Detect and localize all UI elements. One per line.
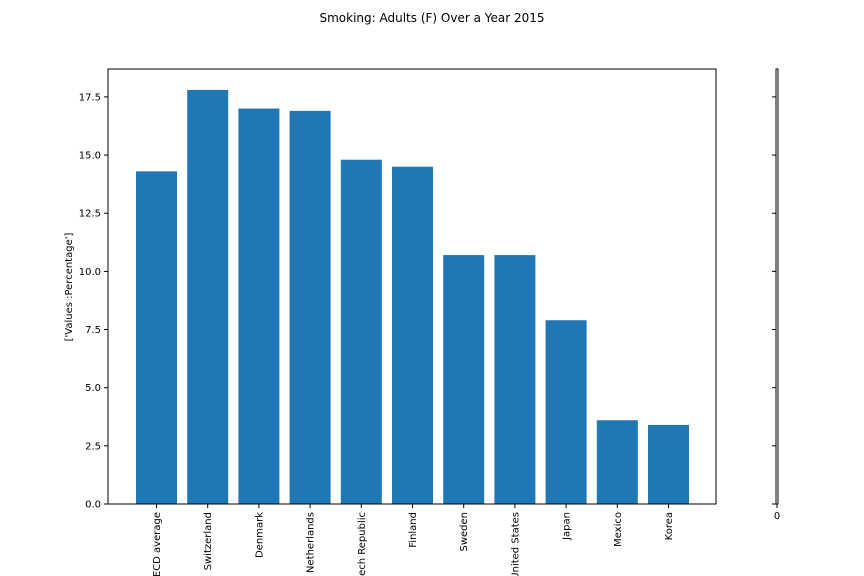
- x-tick-label: Czech Republic: [357, 512, 368, 576]
- y-tick-label: 0.0: [85, 500, 101, 511]
- bar: [545, 320, 587, 504]
- bar: [648, 424, 689, 504]
- plot-area-frame: [107, 68, 717, 505]
- y-tick-label: 17.5: [79, 92, 101, 103]
- x-tick-label: Korea: [664, 512, 675, 540]
- x-tick-label: Switzerland: [203, 512, 214, 570]
- secondary-axis-group: 0: [772, 68, 780, 522]
- bars-group: [136, 89, 689, 505]
- bar: [392, 166, 433, 504]
- y-axis-label: ['Values :Percentage']: [64, 233, 75, 342]
- x-tick-label: Netherlands: [306, 512, 317, 573]
- chart-title: Smoking: Adults (F) Over a Year 2015: [319, 11, 544, 25]
- y-tick-label: 2.5: [85, 441, 101, 452]
- secondary-axis-frame: [775, 68, 779, 505]
- x-tick-label: OECD average: [152, 512, 163, 576]
- x-ticks-group: OECD average Switzerland Denmark Netherland…: [152, 504, 675, 576]
- bar: [340, 159, 382, 504]
- x-tick-label: Sweden: [459, 512, 470, 552]
- x-tick-label: Denmark: [254, 512, 265, 558]
- bar: [187, 89, 229, 504]
- y-tick-label: 10.0: [79, 267, 101, 278]
- bar: [238, 108, 280, 505]
- x-tick-label: Finland: [408, 512, 419, 548]
- y-tick-label: 15.0: [79, 151, 101, 162]
- bar: [596, 420, 638, 504]
- bar: [494, 255, 536, 504]
- y-ticks-group: 0.0 2.5 5.0 7.5 10.0 12.5 15.0 17.5: [79, 92, 108, 511]
- y-tick-label: 5.0: [85, 383, 101, 394]
- bar: [136, 171, 177, 504]
- secondary-x-tick-label: 0: [774, 511, 780, 522]
- x-tick-label: Japan: [562, 512, 573, 541]
- y-tick-label: 7.5: [85, 325, 101, 336]
- x-tick-label: United States: [510, 512, 521, 576]
- bar: [443, 255, 485, 504]
- bar: [289, 110, 331, 505]
- x-tick-label: Mexico: [613, 512, 624, 547]
- y-tick-label: 12.5: [79, 209, 101, 220]
